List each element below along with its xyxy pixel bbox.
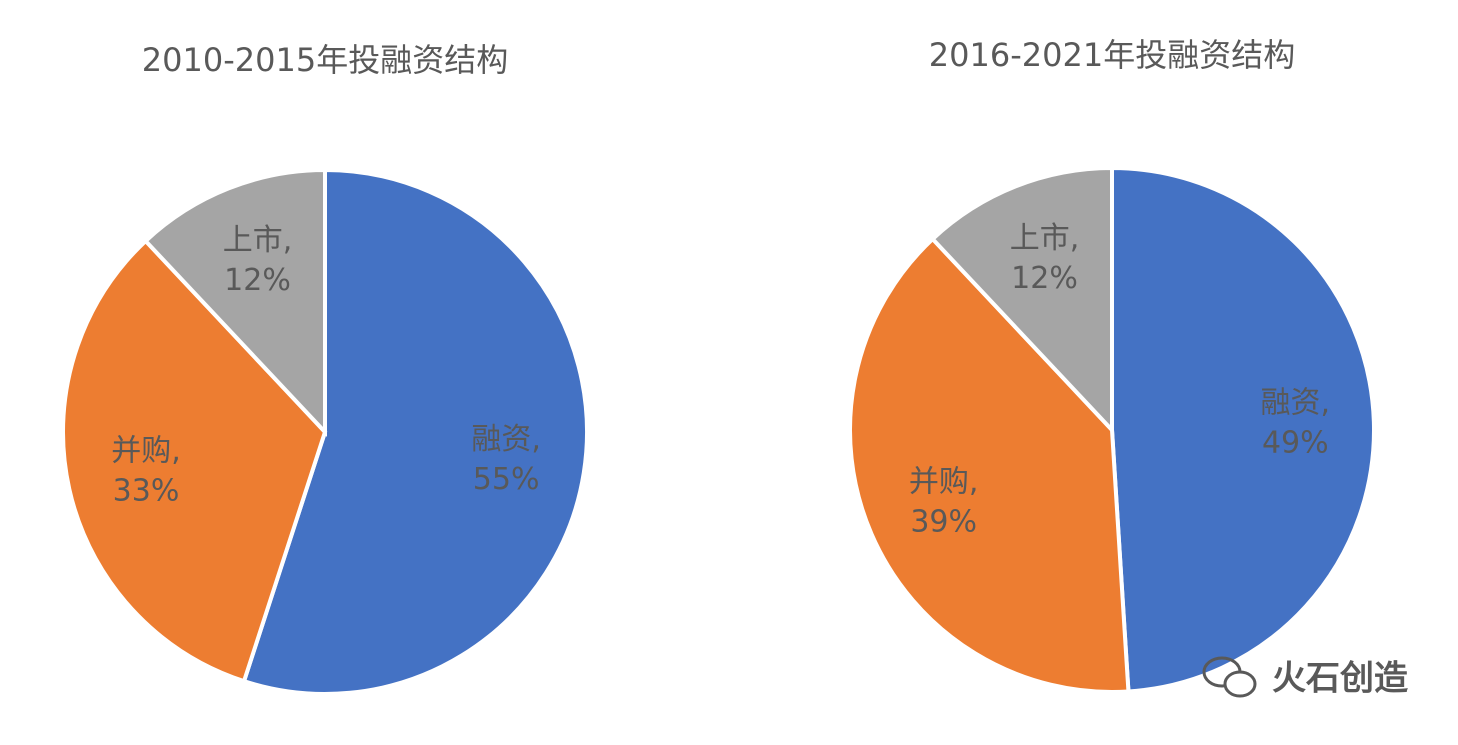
watermark-icon — [1202, 656, 1257, 698]
slice-category-label: 上市, — [223, 223, 293, 258]
pie-slice — [61, 238, 328, 684]
chart-title: 2010-2015年投融资结构 — [142, 41, 508, 79]
slice-value-label: 49% — [1262, 426, 1329, 461]
slice-value-label: 12% — [224, 263, 291, 298]
slice-category-label: 并购, — [909, 464, 979, 499]
watermark: 火石创造 — [1272, 659, 1408, 699]
chart-title: 2016-2021年投融资结构 — [929, 36, 1295, 74]
slice-category-label: 上市, — [1010, 221, 1080, 256]
pie-slice — [1110, 165, 1376, 694]
pie-slice — [848, 236, 1131, 694]
slice-value-label: 55% — [473, 462, 540, 497]
slice-value-label: 12% — [1011, 261, 1078, 296]
pie-slice — [929, 165, 1114, 436]
pie-slice — [142, 167, 327, 438]
slice-value-label: 33% — [113, 474, 180, 509]
pie-slice — [241, 167, 589, 696]
slice-category-label: 并购, — [111, 434, 181, 469]
slice-category-label: 融资, — [471, 422, 541, 457]
slice-category-label: 融资, — [1261, 386, 1331, 421]
slice-value-label: 39% — [910, 504, 977, 539]
